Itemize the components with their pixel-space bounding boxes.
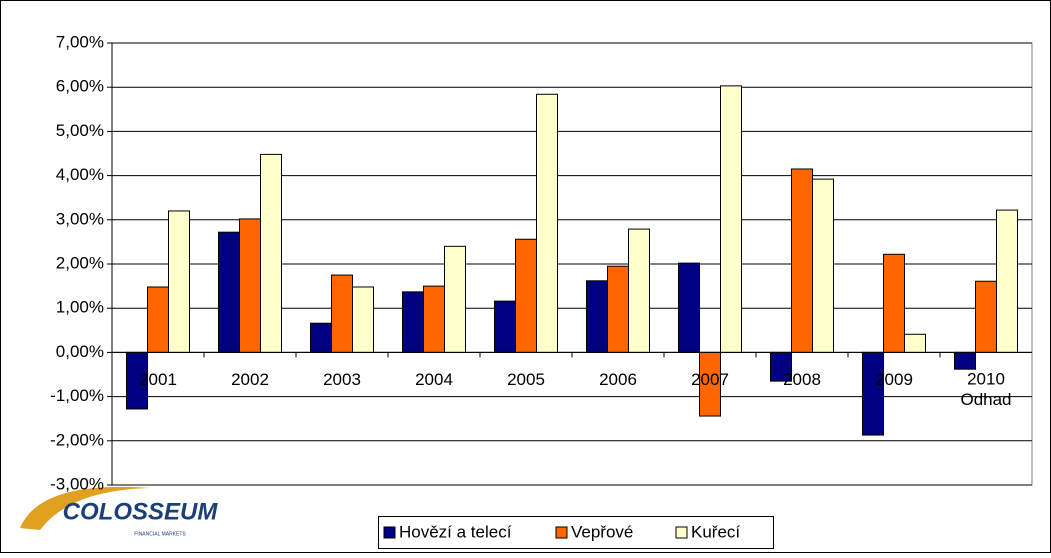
y-tick-label: 1,00%: [56, 298, 104, 317]
bar: [812, 178, 834, 353]
bar: [423, 285, 445, 353]
x-tick-label: 2002: [231, 370, 269, 389]
x-tick-label: 2009: [875, 370, 913, 389]
x-tick-label: 2001: [139, 370, 177, 389]
bar: [494, 300, 516, 353]
y-tick-label: 3,00%: [56, 209, 104, 228]
bar: [607, 265, 629, 353]
y-tick-label: 5,00%: [56, 121, 104, 140]
y-tick-label: -3,00%: [50, 474, 104, 493]
bar: [331, 274, 353, 353]
logo: COLOSSEUM FINANCIAL MARKETS: [20, 486, 219, 537]
x-tick-label: 2005: [507, 370, 545, 389]
logo-text: COLOSSEUM: [63, 498, 219, 525]
logo-swoosh: [20, 486, 150, 530]
logo-subtitle: FINANCIAL MARKETS: [134, 531, 186, 537]
x-tick-label: 2008: [783, 370, 821, 389]
bar: [720, 85, 742, 353]
y-tick-label: 4,00%: [56, 165, 104, 184]
bar: [515, 238, 537, 353]
bar: [791, 168, 813, 353]
x-tick-label: 2003: [323, 370, 361, 389]
y-tick-label: -2,00%: [50, 430, 104, 449]
x-tick-label: 2006: [599, 370, 637, 389]
bar: [536, 93, 558, 353]
bar: [402, 291, 424, 353]
bar: [310, 322, 332, 353]
bar: [975, 280, 997, 353]
y-tick-label: -1,00%: [50, 386, 104, 405]
legend-label: Kuřecí: [691, 522, 740, 541]
bar: [996, 209, 1018, 353]
legend-label: Vepřové: [571, 522, 633, 541]
legend-swatch: [555, 526, 568, 539]
bar: [218, 231, 240, 353]
bar: [239, 218, 261, 353]
bar: [862, 351, 884, 436]
legend-label: Hovězí a telecí: [399, 522, 512, 541]
bar: [168, 210, 190, 353]
bar: [147, 286, 169, 353]
legend: [378, 516, 774, 549]
legend-swatch: [383, 526, 396, 539]
bar: [586, 280, 608, 353]
bar: [904, 333, 926, 353]
y-tick-label: 0,00%: [56, 342, 104, 361]
bar: [678, 262, 700, 353]
y-tick-label: 7,00%: [56, 32, 104, 51]
bar: [883, 253, 905, 353]
y-tick-label: 2,00%: [56, 253, 104, 272]
bar: [954, 351, 976, 370]
bar: [444, 245, 466, 353]
x-tick-label: 2004: [415, 370, 453, 389]
bar: [628, 228, 650, 353]
x-tick-label: 2007: [691, 370, 729, 389]
bar: [260, 153, 282, 353]
legend-swatch: [675, 526, 688, 539]
y-tick-label: 6,00%: [56, 77, 104, 96]
x-tick-label: 2010 Odhad: [960, 370, 1011, 409]
bar: [352, 286, 374, 353]
